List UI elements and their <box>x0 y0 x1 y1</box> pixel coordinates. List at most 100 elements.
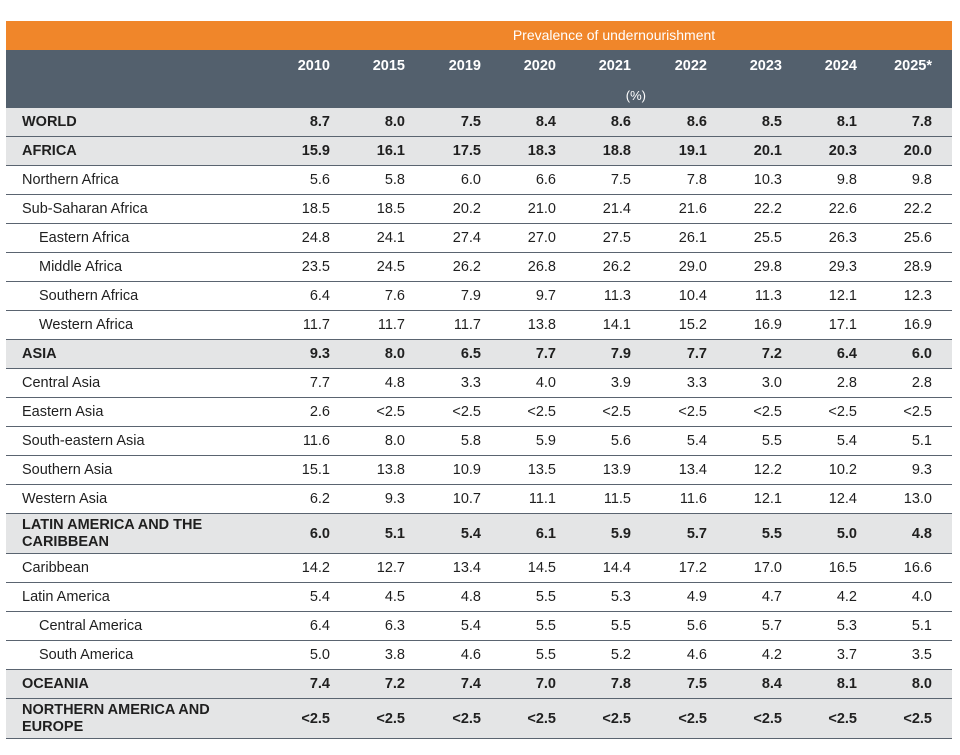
value-cell: 5.5 <box>610 618 631 634</box>
value-cell: 14.4 <box>602 560 631 576</box>
value-cell: 27.5 <box>602 230 631 246</box>
value-cell: 7.5 <box>460 114 481 130</box>
value-cell: 8.1 <box>836 676 857 692</box>
value-cell: 11.7 <box>377 317 405 333</box>
value-cell: 10.3 <box>753 172 782 188</box>
value-cell: <2.5 <box>828 404 857 420</box>
table-row: LATIN AMERICA AND THE CARIBBEAN 6.0 5.1 5.4… <box>6 514 952 554</box>
table-row: South America 5.0 3.8 4.6 5.5 5.2 4.6 4.2 3.7 3.5 <box>6 641 952 670</box>
value-cell: 11.7 <box>302 317 330 333</box>
table-row: NORTHERN AMERICA AND EUROPE <2.5 <2.5 <2.5 <… <box>6 699 952 739</box>
value-cell: 25.6 <box>903 230 932 246</box>
table-row: Central Asia 7.7 4.8 3.3 4.0 3.9 3.3 3.0 2.8 2.8 <box>6 369 952 398</box>
value-cell: 17.1 <box>828 317 857 333</box>
value-cell: 26.1 <box>678 230 707 246</box>
value-cell: 16.9 <box>903 317 932 333</box>
table-row: Caribbean 14.2 12.7 13.4 14.5 14.4 17.2 17.0 16.… <box>6 554 952 583</box>
value-cell: 29.3 <box>828 259 857 275</box>
table-row: Eastern Africa 24.8 24.1 27.4 27.0 27.5 26.1 25… <box>6 224 952 253</box>
year-header: 2019 <box>448 58 481 74</box>
value-cell: 18.5 <box>301 201 330 217</box>
value-cell: 7.2 <box>761 346 782 362</box>
value-cell: 6.0 <box>309 525 330 542</box>
value-cell: 5.0 <box>836 525 857 542</box>
value-cell: 13.0 <box>903 491 932 507</box>
value-cell: 18.8 <box>602 143 631 159</box>
value-cell: 6.4 <box>309 618 330 634</box>
value-cell: 24.8 <box>301 230 330 246</box>
value-cell: 11.3 <box>603 288 631 304</box>
value-cell: 13.5 <box>527 462 556 478</box>
row-label: South-eastern Asia <box>22 432 145 449</box>
value-cell: 2.8 <box>911 375 932 391</box>
value-cell: 8.0 <box>384 346 405 362</box>
value-cell: 17.2 <box>678 560 707 576</box>
value-cell: 19.1 <box>678 143 707 159</box>
value-cell: 5.4 <box>836 433 857 449</box>
year-header: 2024 <box>824 58 857 74</box>
value-cell: 7.7 <box>309 375 330 391</box>
table-row: Western Asia 6.2 9.3 10.7 11.1 11.5 11.6 12.1 12… <box>6 485 952 514</box>
value-cell: 12.1 <box>753 491 782 507</box>
value-cell: 7.8 <box>911 114 932 130</box>
value-cell: <2.5 <box>527 404 556 420</box>
value-cell: 14.1 <box>602 317 631 333</box>
value-cell: 27.0 <box>527 230 556 246</box>
row-label: South America <box>39 646 134 663</box>
value-cell: 7.2 <box>384 676 405 692</box>
row-label: ASIA <box>22 345 57 362</box>
value-cell: 8.7 <box>309 114 330 130</box>
value-cell: 4.2 <box>836 589 857 605</box>
value-cell: 15.9 <box>301 143 330 159</box>
value-cell: 8.1 <box>836 114 857 130</box>
value-cell: <2.5 <box>828 710 857 727</box>
value-cell: 7.5 <box>686 676 707 692</box>
row-label: Western Asia <box>22 490 108 507</box>
year-header: 2022 <box>674 58 707 74</box>
year-header: 2020 <box>523 58 556 74</box>
value-cell: 2.8 <box>836 375 857 391</box>
value-cell: 8.6 <box>686 114 707 130</box>
table-row: Northern Africa 5.6 5.8 6.0 6.6 7.5 7.8 10.3 9.8… <box>6 166 952 195</box>
year-header: 2025* <box>894 58 932 74</box>
value-cell: 5.8 <box>384 172 405 188</box>
row-label: AFRICA <box>22 142 77 159</box>
value-cell: 8.4 <box>535 114 556 130</box>
value-cell: 8.6 <box>610 114 631 130</box>
value-cell: 24.1 <box>376 230 405 246</box>
value-cell: 21.4 <box>602 201 631 217</box>
value-cell: 21.6 <box>678 201 707 217</box>
value-cell: 3.3 <box>460 375 481 391</box>
value-cell: 27.4 <box>452 230 481 246</box>
unit-label: (%) <box>625 88 646 103</box>
value-cell: 4.6 <box>686 647 707 663</box>
value-cell: 5.0 <box>309 647 330 663</box>
row-label: OCEANIA <box>22 675 89 692</box>
value-cell: 28.9 <box>903 259 932 275</box>
value-cell: 21.0 <box>527 201 556 217</box>
table-row: Eastern Asia 2.6 <2.5 <2.5 <2.5 <2.5 <2.5 <2.5 <… <box>6 398 952 427</box>
value-cell: 5.9 <box>610 525 631 542</box>
value-cell: 8.4 <box>761 676 782 692</box>
value-cell: <2.5 <box>678 710 707 727</box>
value-cell: 9.3 <box>911 462 932 478</box>
row-label: Latin America <box>22 588 110 605</box>
value-cell: 5.3 <box>610 589 631 605</box>
value-cell: 18.3 <box>527 143 556 159</box>
value-cell: 6.0 <box>460 172 481 188</box>
value-cell: 3.5 <box>911 647 932 663</box>
value-cell: 5.5 <box>535 618 556 634</box>
value-cell: 11.1 <box>528 491 556 507</box>
value-cell: 26.2 <box>602 259 631 275</box>
value-cell: 5.7 <box>686 525 707 542</box>
table-row: WORLD 8.7 8.0 7.5 8.4 8.6 8.6 8.5 8.1 7.8 <box>6 108 952 137</box>
value-cell: 10.4 <box>678 288 707 304</box>
value-cell: 22.2 <box>903 201 932 217</box>
value-cell: 20.1 <box>753 143 782 159</box>
value-cell: 6.6 <box>535 172 556 188</box>
value-cell: 26.2 <box>452 259 481 275</box>
value-cell: 9.3 <box>384 491 405 507</box>
value-cell: 3.9 <box>610 375 631 391</box>
table-row: AFRICA 15.9 16.1 17.5 18.3 18.8 19.1 20.1 20.3 20… <box>6 137 952 166</box>
row-label: NORTHERN AMERICA AND EUROPE <box>22 701 210 735</box>
